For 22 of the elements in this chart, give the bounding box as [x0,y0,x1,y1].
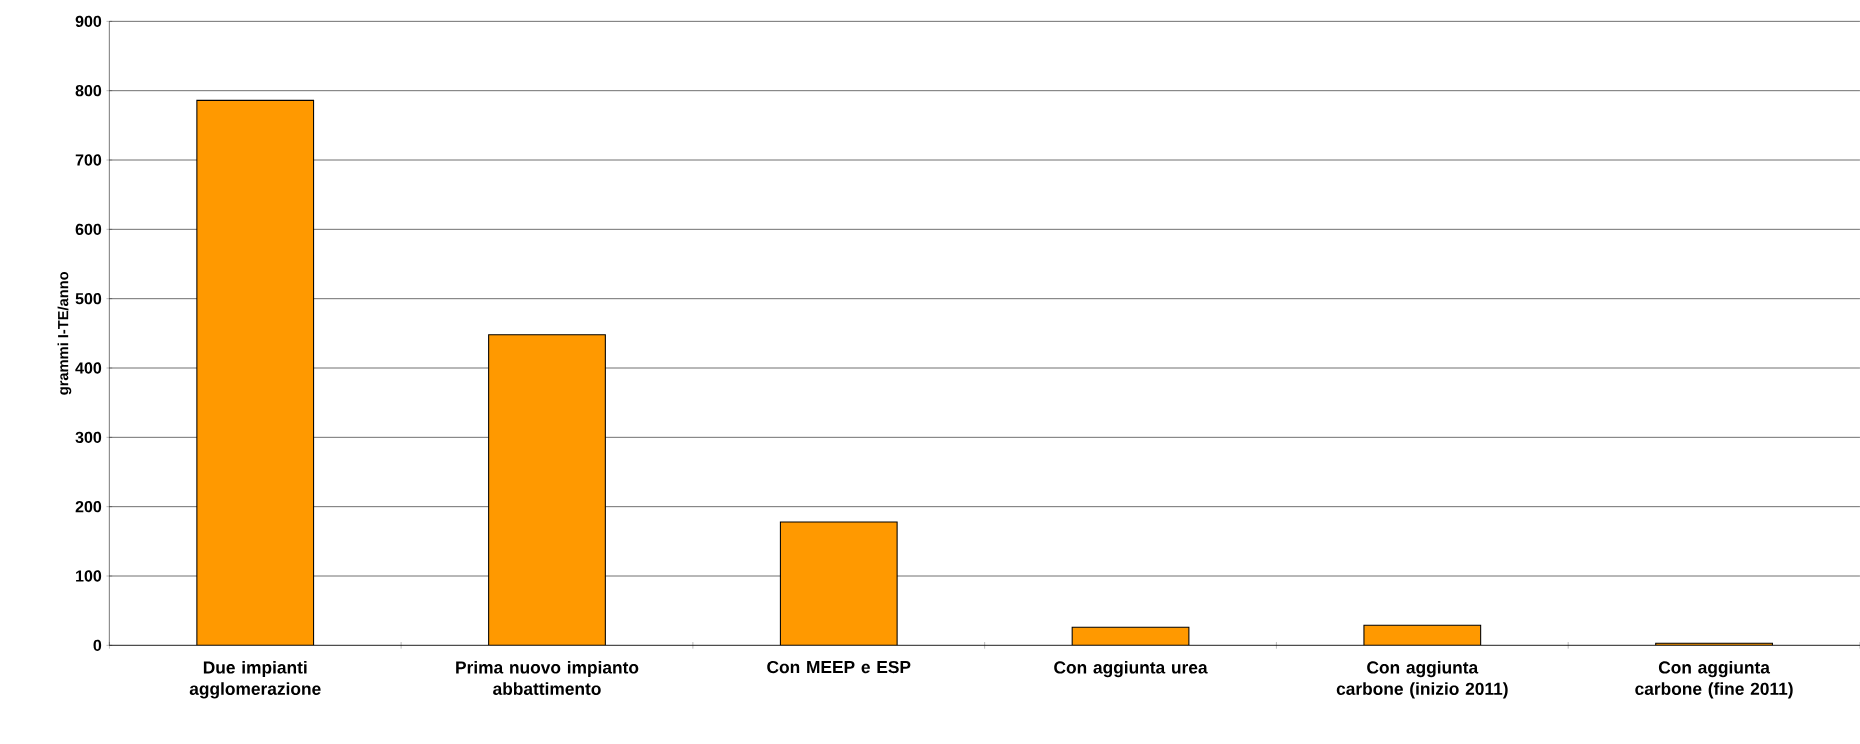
x-tick-label: Con aggiunta carbone (fine 2011) [1635,660,1793,699]
y-tick-label: 300 [75,431,102,444]
bar [1363,624,1482,646]
x-tick-label: Con MEEP e ESP [767,660,911,674]
bar [1071,626,1190,646]
x-tick-label: Prima nuovo impianto abbattimento [456,660,639,695]
y-tick-label: 800 [75,85,102,97]
bar [488,334,606,646]
y-tick-label: 600 [75,223,102,235]
y-tick-label: 100 [76,570,102,582]
y-axis-title: grammi I-TE/anno [57,271,72,395]
y-tick-label: 500 [75,293,102,305]
bar [779,521,898,646]
y-tick-label: 900 [75,15,102,27]
x-tick-label: Con aggiunta urea [1054,660,1208,678]
bar [196,99,315,646]
y-tick-label: 200 [75,501,102,513]
y-tick-label: 0 [93,639,102,651]
x-tick-label: Due impianti agglomerazione [189,660,321,699]
x-tick-label: Con aggiunta carbone (inizio 2011) [1336,660,1508,699]
y-tick-label: 400 [75,362,102,374]
y-tick-label: 700 [75,154,102,166]
